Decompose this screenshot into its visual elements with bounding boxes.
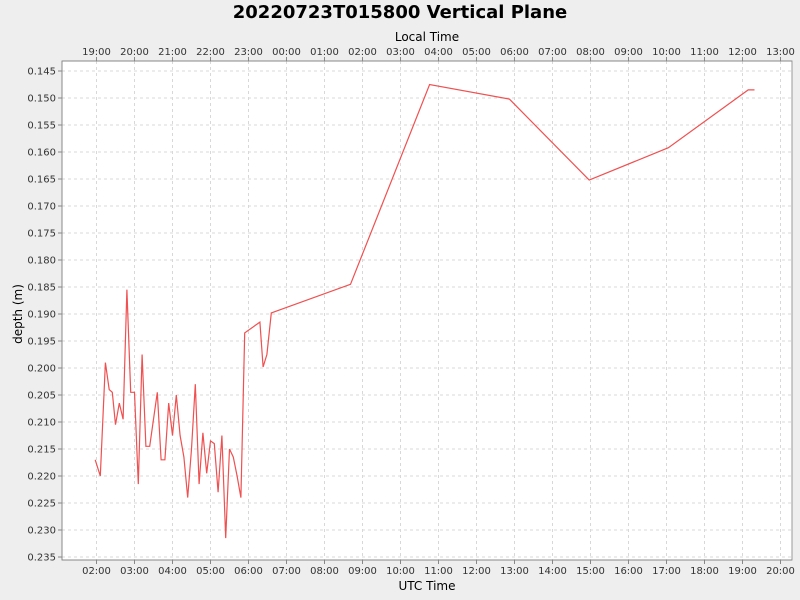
x-tick-label-local: 06:00 — [500, 47, 529, 58]
grid-layer — [62, 61, 792, 560]
x-tick-label-utc: 07:00 — [272, 566, 301, 577]
x-tick-label-local: 03:00 — [386, 47, 415, 58]
y-tick-label: 0.190 — [27, 310, 56, 321]
y-tick-label: 0.220 — [27, 472, 56, 483]
x-tick-label-utc: 08:00 — [310, 566, 339, 577]
x-tick-label-utc: 09:00 — [348, 566, 377, 577]
y-tick-label: 0.160 — [27, 148, 56, 159]
plot-area — [61, 60, 793, 561]
x-tick-label-local: 05:00 — [462, 47, 491, 58]
x-tick-label-utc: 06:00 — [234, 566, 263, 577]
x-tick-label-utc: 16:00 — [614, 566, 643, 577]
x-tick-label-utc: 17:00 — [652, 566, 681, 577]
x-tick-label-utc: 14:00 — [538, 566, 567, 577]
x-tick-label-local: 04:00 — [424, 47, 453, 58]
y-tick-label: 0.150 — [27, 94, 56, 105]
x-tick-label-local: 08:00 — [576, 47, 605, 58]
y-tick-label: 0.180 — [27, 256, 56, 267]
y-tick-label: 0.215 — [27, 445, 56, 456]
x-tick-label-utc: 03:00 — [120, 566, 149, 577]
x-tick-label-local: 00:00 — [272, 47, 301, 58]
y-tick-label: 0.230 — [27, 526, 56, 537]
x-tick-label-utc: 20:00 — [766, 566, 795, 577]
y-tick-label: 0.210 — [27, 418, 56, 429]
y-tick-label: 0.225 — [27, 499, 56, 510]
x-tick-label-local: 09:00 — [614, 47, 643, 58]
y-tick-label: 0.155 — [27, 121, 56, 132]
y-tick-label: 0.200 — [27, 364, 56, 375]
bottom-axis-title: UTC Time — [399, 579, 456, 593]
x-tick-label-utc: 11:00 — [424, 566, 453, 577]
x-tick-label-utc: 10:00 — [386, 566, 415, 577]
x-tick-label-utc: 12:00 — [462, 566, 491, 577]
x-tick-label-utc: 02:00 — [82, 566, 111, 577]
y-tick-label: 0.165 — [27, 175, 56, 186]
x-tick-label-local: 19:00 — [82, 47, 111, 58]
tick-layer: 0.145 0.150 0.155 0.160 0.165 0.170 0.175 0.180… — [27, 47, 795, 577]
y-tick-label: 0.195 — [27, 337, 56, 348]
series-line-depth — [94, 83, 755, 539]
x-tick-label-utc: 13:00 — [500, 566, 529, 577]
x-tick-label-local: 11:00 — [690, 47, 719, 58]
x-tick-label-utc: 15:00 — [576, 566, 605, 577]
top-axis-title: Local Time — [395, 30, 459, 44]
y-tick-label: 0.175 — [27, 229, 56, 240]
chart-title: 20220723T015800 Vertical Plane — [233, 2, 567, 23]
x-tick-label-utc: 04:00 — [158, 566, 187, 577]
x-tick-label-local: 02:00 — [348, 47, 377, 58]
x-tick-label-local: 22:00 — [196, 47, 225, 58]
x-tick-label-local: 21:00 — [158, 47, 187, 58]
axis-layer — [61, 60, 792, 561]
y-tick-label: 0.170 — [27, 202, 56, 213]
y-axis-title: depth (m) — [11, 284, 25, 344]
x-tick-label-local: 20:00 — [120, 47, 149, 58]
x-tick-label-utc: 05:00 — [196, 566, 225, 577]
y-tick-label: 0.145 — [27, 67, 56, 78]
x-tick-label-local: 23:00 — [234, 47, 263, 58]
x-tick-label-local: 07:00 — [538, 47, 567, 58]
x-tick-label-utc: 19:00 — [728, 566, 757, 577]
x-tick-label-local: 01:00 — [310, 47, 339, 58]
x-tick-label-local: 13:00 — [766, 47, 795, 58]
x-tick-label-utc: 18:00 — [690, 566, 719, 577]
y-tick-label: 0.185 — [27, 283, 56, 294]
y-tick-label: 0.205 — [27, 391, 56, 402]
y-tick-label: 0.235 — [27, 553, 56, 564]
x-tick-label-local: 10:00 — [652, 47, 681, 58]
x-tick-label-local: 12:00 — [728, 47, 757, 58]
